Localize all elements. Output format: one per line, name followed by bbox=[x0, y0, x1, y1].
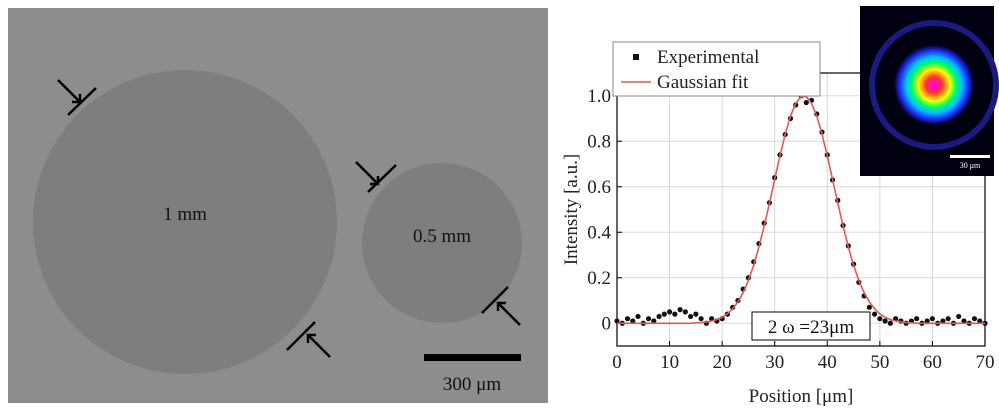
data-point bbox=[971, 316, 978, 322]
legend-swatch bbox=[633, 54, 639, 60]
data-point bbox=[803, 99, 809, 106]
y-tick-label: 0 bbox=[602, 313, 612, 334]
scale-bar bbox=[424, 354, 521, 361]
data-point bbox=[682, 309, 688, 315]
x-tick-label: 0 bbox=[612, 352, 622, 373]
data-point bbox=[882, 318, 888, 324]
legend-label: Experimental bbox=[657, 47, 759, 68]
data-point bbox=[940, 318, 946, 324]
fit-line bbox=[617, 95, 985, 325]
data-point bbox=[956, 313, 962, 320]
large-disk bbox=[33, 70, 337, 374]
data-point bbox=[866, 304, 872, 310]
annotation: 2 ω =23μm bbox=[768, 317, 854, 338]
data-point bbox=[624, 316, 631, 322]
x-tick-label: 30 bbox=[765, 352, 784, 373]
data-point bbox=[924, 318, 930, 324]
data-point bbox=[635, 313, 641, 320]
scale-bar-label: 300 μm bbox=[443, 374, 501, 395]
y-tick-label: 0.2 bbox=[587, 268, 611, 289]
inset-scale-label: 30 μm bbox=[960, 161, 981, 170]
data-point bbox=[688, 313, 694, 320]
inset-scale-bar bbox=[950, 155, 990, 158]
data-point bbox=[872, 311, 878, 317]
small-disk bbox=[362, 163, 522, 323]
data-point bbox=[661, 311, 667, 317]
y-tick-label: 0.4 bbox=[587, 222, 611, 243]
legend-box bbox=[612, 41, 821, 97]
x-tick-label: 10 bbox=[660, 352, 679, 373]
inset: 30 μm bbox=[860, 6, 999, 176]
x-tick-label: 40 bbox=[818, 352, 837, 373]
data-point bbox=[961, 318, 967, 324]
y-tick-label: 0.8 bbox=[587, 131, 611, 152]
data-point bbox=[914, 316, 920, 322]
x-axis-title: Position [μm] bbox=[749, 386, 854, 407]
data-point bbox=[977, 318, 983, 324]
y-axis-title: Intensity [a.u.] bbox=[561, 154, 582, 265]
x-tick-label: 50 bbox=[870, 352, 889, 373]
data-point bbox=[672, 311, 678, 317]
data-point bbox=[693, 311, 699, 317]
x-tick-label: 60 bbox=[923, 352, 942, 373]
legend-label: Gaussian fit bbox=[657, 72, 749, 93]
large-disk-label: 1 mm bbox=[163, 204, 207, 225]
data-point bbox=[656, 313, 662, 320]
annotation-box bbox=[751, 311, 871, 341]
data-point bbox=[645, 316, 652, 322]
y-tick-label: 1.0 bbox=[587, 86, 611, 107]
x-tick-label: 20 bbox=[713, 352, 732, 373]
inset-ring bbox=[869, 20, 999, 150]
data-point bbox=[651, 318, 657, 324]
data-point bbox=[614, 318, 620, 324]
micrograph: 1 mm 0.5 mm 300 μm bbox=[8, 8, 548, 403]
data-point bbox=[877, 316, 883, 322]
data-point bbox=[887, 320, 893, 326]
data-point bbox=[630, 318, 636, 324]
data-point bbox=[677, 307, 683, 313]
y-tick-label: 0.6 bbox=[587, 177, 611, 198]
small-disk-label: 0.5 mm bbox=[413, 226, 471, 247]
x-tick-label: 70 bbox=[976, 352, 995, 373]
inset-spot bbox=[894, 45, 974, 125]
data-point bbox=[929, 316, 936, 322]
data-point bbox=[945, 316, 951, 322]
data-point bbox=[666, 309, 673, 315]
edge-markers bbox=[57, 79, 521, 358]
data-point bbox=[698, 316, 704, 322]
